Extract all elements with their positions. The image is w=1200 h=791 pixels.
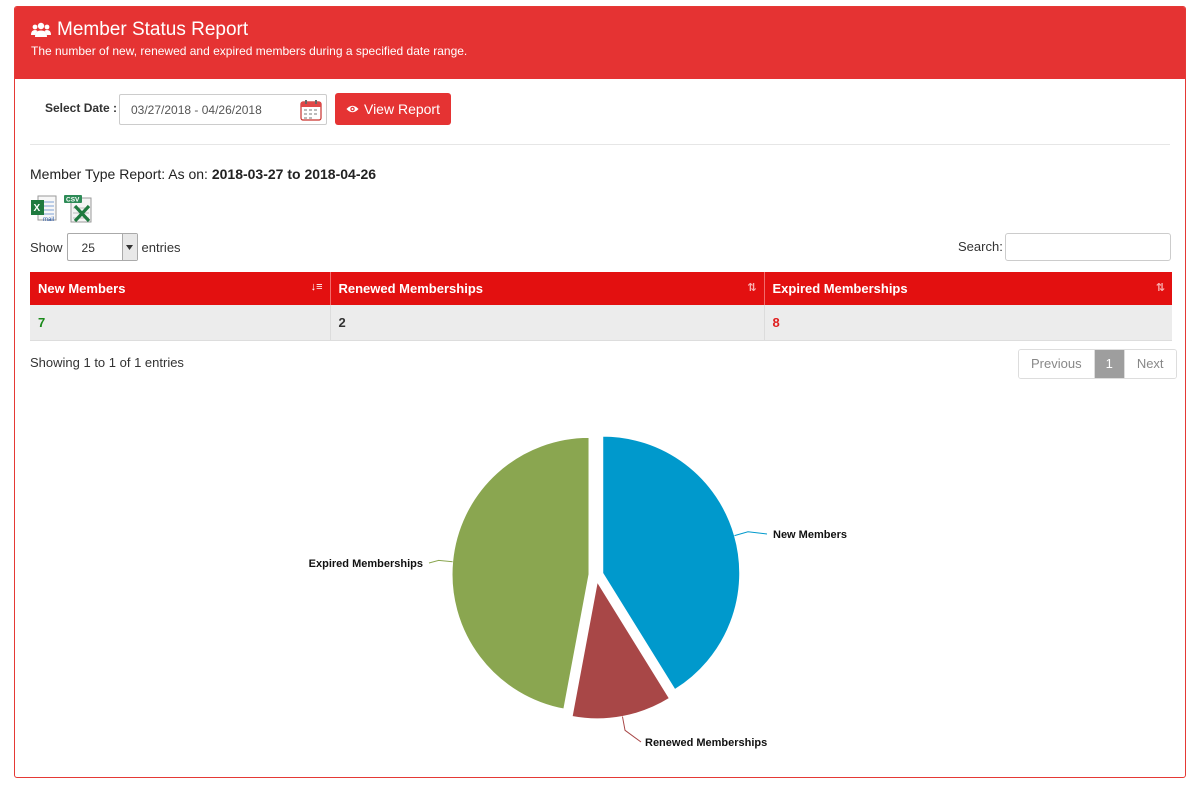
report-heading-prefix: Member Type Report: As on: [30, 166, 212, 182]
pie-label-connector [734, 531, 768, 537]
sort-asc-icon: ↓≡ [310, 281, 323, 293]
pie-data-label: Expired Memberships [309, 558, 423, 570]
column-renewed-memberships[interactable]: Renewed Memberships ⇅ [330, 272, 765, 305]
pie-label-connector [428, 559, 453, 564]
page-size-value: 25 [81, 241, 95, 255]
search-input[interactable] [1005, 233, 1171, 261]
sort-icon: ⇅ [1155, 282, 1165, 294]
page-size-select[interactable]: 25 [66, 233, 138, 261]
view-report-label: View Report [363, 101, 440, 117]
pie-slice-expired-memberships[interactable] [451, 436, 590, 710]
svg-text:X: X [34, 203, 41, 214]
table-info: Showing 1 to 1 of 1 entries [30, 355, 184, 370]
users-icon [31, 22, 51, 37]
entries-label: entries [141, 239, 181, 255]
panel-header: Member Status Report The number of new, … [15, 7, 1185, 79]
previous-button[interactable]: Previous [1019, 350, 1094, 378]
column-label: New Members [38, 281, 126, 296]
calendar-icon[interactable] [300, 99, 322, 121]
divider [30, 144, 1170, 145]
sort-icon: ⇅ [747, 282, 757, 294]
report-heading: Member Type Report: As on: 2018-03-27 to… [30, 166, 376, 182]
select-date-label: Select Date : [45, 101, 118, 115]
report-panel: Member Status Report The number of new, … [14, 6, 1186, 778]
view-report-button[interactable]: View Report [335, 93, 451, 125]
report-date-range: 2018-03-27 to 2018-04-26 [211, 166, 377, 182]
table-row: 7 2 8 [30, 305, 1172, 341]
svg-text:mail: mail [43, 217, 54, 223]
column-label: Expired Memberships [772, 281, 908, 296]
column-expired-memberships[interactable]: Expired Memberships ⇅ [764, 272, 1172, 305]
page-title: Member Status Report [31, 19, 248, 41]
excel-export-icon[interactable]: X mail [29, 194, 59, 224]
member-status-pie-chart: New Members Renewed Memberships Expired Me… [309, 435, 847, 749]
pie-label-connector [621, 716, 642, 743]
cell-renewed-memberships: 2 [330, 305, 765, 341]
svg-text:CSV: CSV [66, 197, 80, 204]
csv-export-icon[interactable]: CSV [63, 194, 93, 224]
pie-slice-new-members[interactable] [602, 435, 741, 691]
cell-new-members: 7 [30, 305, 331, 341]
date-range-input[interactable]: 03/27/2018 - 04/26/2018 [119, 94, 327, 125]
page-subtitle: The number of new, renewed and expired m… [31, 44, 468, 58]
show-label: Show [30, 239, 63, 255]
column-new-members[interactable]: New Members ↓≡ [30, 272, 331, 305]
export-toolbar: X mail CSV [29, 194, 93, 224]
eye-icon [346, 105, 359, 113]
member-table: New Members ↓≡ Renewed Memberships ⇅ Exp… [30, 272, 1172, 341]
chevron-down-icon[interactable] [121, 234, 137, 260]
pie-data-label: Renewed Memberships [645, 737, 767, 749]
page-button-1[interactable]: 1 [1093, 350, 1124, 378]
pagination: Previous 1 Next [1018, 349, 1177, 379]
date-range-value: 03/27/2018 - 04/26/2018 [131, 103, 262, 117]
next-button[interactable]: Next [1123, 350, 1176, 378]
page-size-control: Show 25 entries [30, 233, 181, 261]
pie-data-label: New Members [773, 529, 847, 541]
cell-expired-memberships: 8 [764, 305, 1172, 341]
search-label: Search: [958, 239, 1003, 254]
table-header-row: New Members ↓≡ Renewed Memberships ⇅ Exp… [30, 272, 1172, 305]
page-title-text: Member Status Report [57, 19, 249, 40]
pie-slice-renewed-memberships[interactable] [571, 580, 671, 720]
column-label: Renewed Memberships [338, 281, 484, 296]
